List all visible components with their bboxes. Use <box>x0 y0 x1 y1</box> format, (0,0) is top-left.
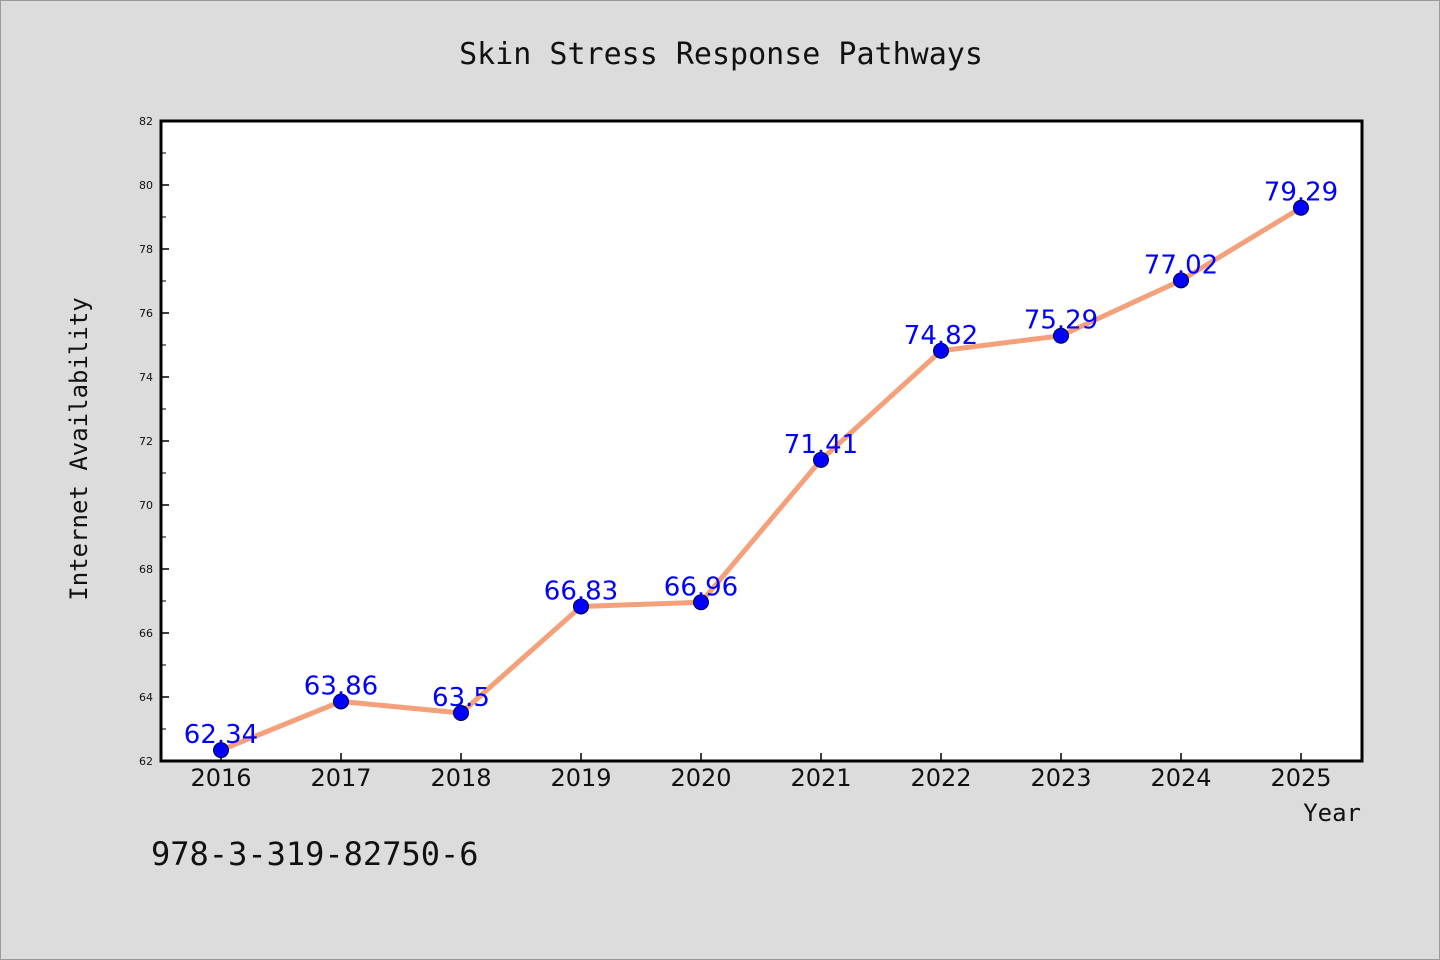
chart-title: Skin Stress Response Pathways <box>459 37 983 72</box>
x-tick-label: 2019 <box>550 764 611 792</box>
data-point-2017 <box>333 693 349 710</box>
data-point-2018 <box>453 705 469 721</box>
data-point-2025 <box>1293 199 1309 216</box>
y-tick-label: 62 <box>139 755 153 768</box>
x-tick-label: 2017 <box>310 764 371 792</box>
data-label-2025: 79.29 <box>1264 178 1338 208</box>
y-tick-label: 66 <box>139 627 153 640</box>
x-tick-label: 2022 <box>910 764 971 792</box>
x-tick-label: 2016 <box>190 764 251 792</box>
data-point-2022 <box>933 342 949 359</box>
x-tick-label: 2025 <box>1270 764 1331 792</box>
data-label-2023: 75.29 <box>1024 306 1098 336</box>
data-label-2016: 62.34 <box>184 720 258 750</box>
series-line-group <box>218 205 1304 753</box>
data-label-2021: 71.41 <box>784 430 858 460</box>
data-point-2016 <box>213 742 229 759</box>
y-axis: 62 64 66 68 70 72 74 76 78 80 82 <box>139 115 169 768</box>
y-tick-label: 70 <box>139 499 153 512</box>
x-tick-label: 2023 <box>1030 764 1091 792</box>
y-tick-label: 82 <box>139 115 153 128</box>
data-point-2020 <box>693 594 709 611</box>
plot-area <box>159 119 1364 763</box>
data-label-2022: 74.82 <box>904 321 978 351</box>
data-markers <box>213 199 1309 759</box>
x-tick-label: 2018 <box>430 764 491 792</box>
y-tick-label: 74 <box>139 371 153 384</box>
data-label-2017: 63.86 <box>304 671 378 701</box>
y-axis-label: Internet Availability <box>65 297 93 600</box>
y-tick-label: 72 <box>139 435 153 448</box>
data-point-2024 <box>1173 272 1189 289</box>
x-axis: 2016 2017 2018 2019 2020 2021 2022 2023 2024 2025 <box>190 753 1332 792</box>
x-tick-label: 2024 <box>1150 764 1211 792</box>
data-label-2020: 66.96 <box>664 572 738 602</box>
x-axis-label: Year <box>1303 799 1361 827</box>
annotation-text: 978-3-319-82750-6 <box>151 835 479 873</box>
data-point-2019 <box>573 598 589 615</box>
y-tick-label: 80 <box>139 179 153 192</box>
x-tick-label: 2020 <box>670 764 731 792</box>
data-label-2024: 77.02 <box>1144 250 1218 280</box>
data-point-2021 <box>813 451 829 468</box>
y-tick-label: 68 <box>139 563 153 576</box>
data-point-2023 <box>1053 327 1069 344</box>
data-label-2018: 63.5 <box>432 683 490 713</box>
data-labels: 62.34 63.86 63.5 66.83 66.96 71.41 74.82 75.29 7… <box>184 178 1338 750</box>
x-tick-label: 2021 <box>790 764 851 792</box>
y-tick-label: 64 <box>139 691 153 704</box>
data-label-2019: 66.83 <box>544 576 618 606</box>
series-line <box>218 205 1304 753</box>
y-tick-label: 78 <box>139 243 153 256</box>
y-tick-label: 76 <box>139 307 153 320</box>
